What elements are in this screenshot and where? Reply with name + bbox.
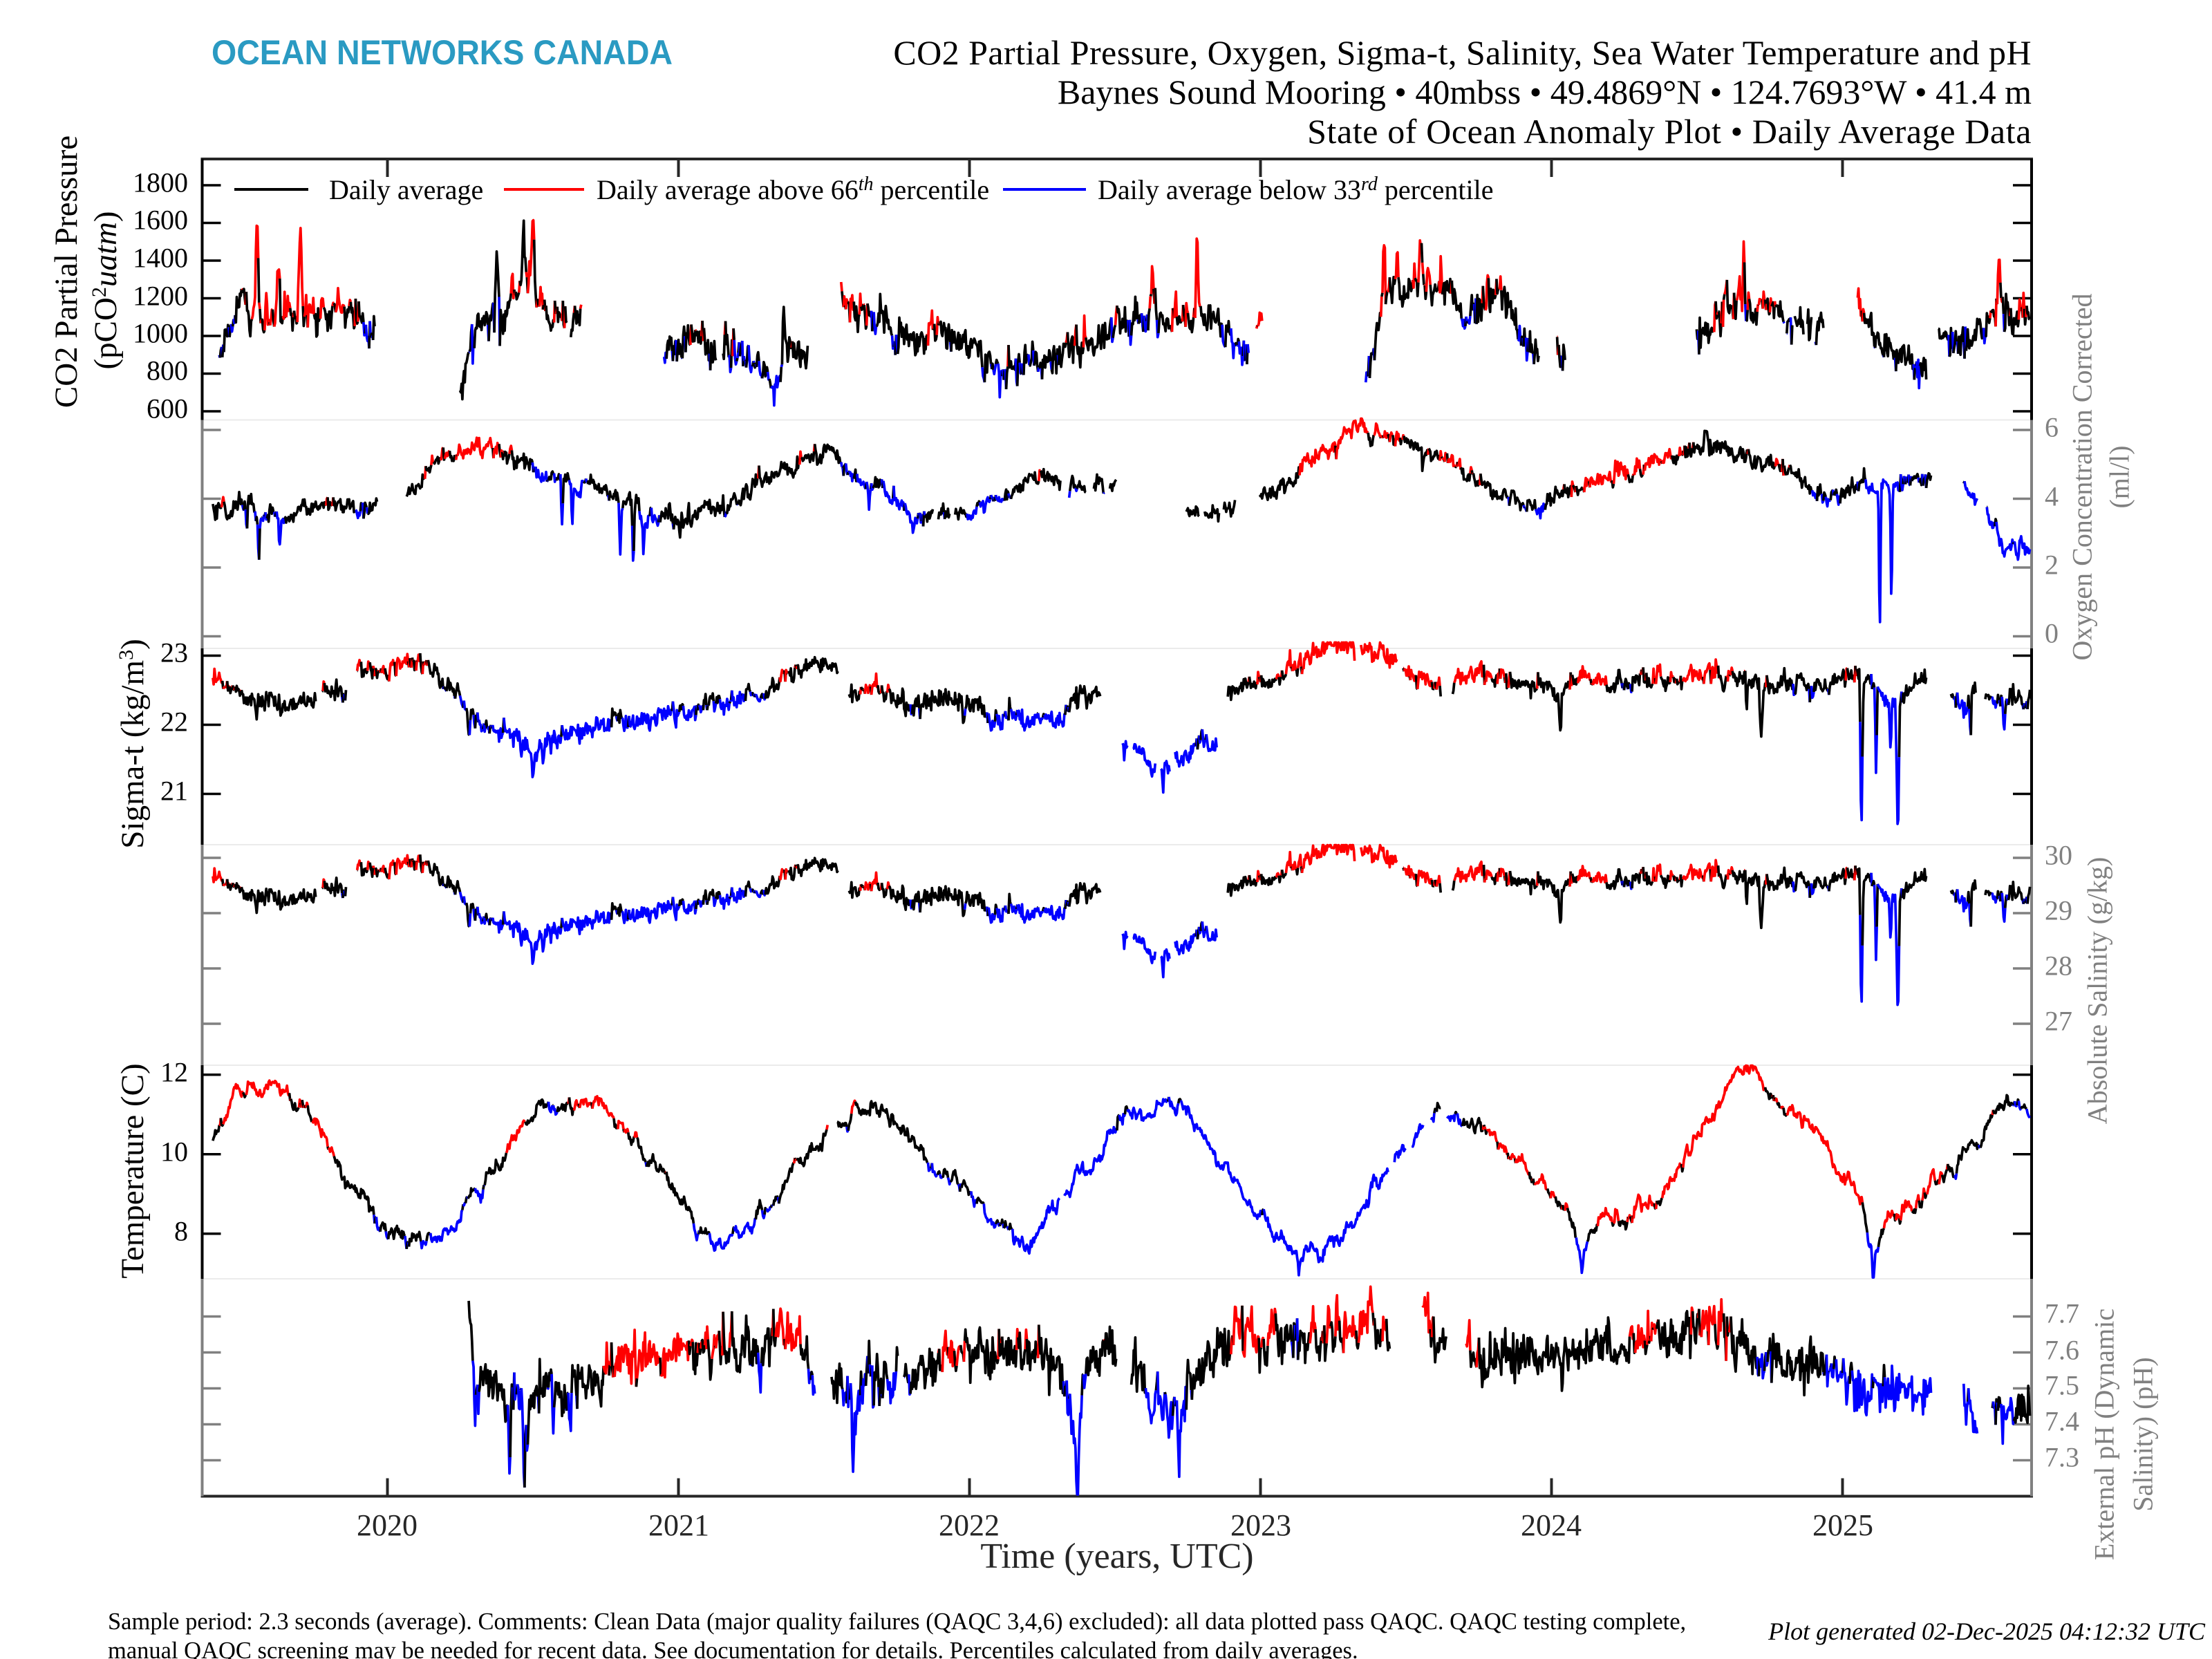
svg-text:0: 0: [2045, 618, 2059, 649]
svg-text:State of Ocean Anomaly Plot •: State of Ocean Anomaly Plot • Daily Aver…: [1307, 112, 2032, 151]
svg-text:10: 10: [160, 1136, 188, 1168]
svg-text:Oxygen Concentration Corrected: Oxygen Concentration Corrected: [2067, 294, 2098, 661]
svg-text:8: 8: [174, 1216, 188, 1247]
svg-text:2021: 2021: [648, 1508, 709, 1542]
svg-text:1600: 1600: [133, 205, 188, 236]
svg-text:Daily average below 33rd perce: Daily average below 33rd percentile: [1098, 174, 1494, 205]
svg-text:Daily average: Daily average: [329, 174, 483, 205]
svg-text:7.4: 7.4: [2045, 1406, 2079, 1437]
svg-text:1200: 1200: [133, 281, 188, 312]
svg-text:12: 12: [160, 1057, 188, 1088]
svg-text:6: 6: [2045, 412, 2059, 443]
svg-text:2020: 2020: [357, 1508, 418, 1542]
svg-text:CO2 Partial Pressure, Oxygen,: CO2 Partial Pressure, Oxygen, Sigma-t, S…: [893, 33, 2032, 72]
svg-text:Time (years, UTC): Time (years, UTC): [980, 1537, 1253, 1576]
svg-text:2: 2: [2045, 550, 2059, 581]
svg-text:2025: 2025: [1812, 1508, 1873, 1542]
svg-text:Plot generated 02-Dec-2025 04:: Plot generated 02-Dec-2025 04:12:32 UTC: [1768, 1618, 2206, 1645]
svg-text:7.5: 7.5: [2045, 1370, 2079, 1401]
svg-text:Salinity) (pH): Salinity) (pH): [2128, 1357, 2159, 1511]
svg-text:4: 4: [2045, 481, 2059, 512]
svg-text:Daily average above 66th perce: Daily average above 66th percentile: [597, 174, 989, 205]
svg-text:1800: 1800: [133, 167, 188, 198]
svg-text:7.3: 7.3: [2045, 1442, 2079, 1473]
svg-text:7.7: 7.7: [2045, 1298, 2079, 1329]
svg-text:22: 22: [160, 706, 188, 738]
svg-text:Absolute Salinity (g/kg): Absolute Salinity (g/kg): [2082, 857, 2113, 1125]
svg-text:28: 28: [2045, 950, 2072, 982]
svg-text:29: 29: [2045, 895, 2072, 926]
svg-text:External pH (Dynamic: External pH (Dynamic: [2089, 1309, 2120, 1560]
svg-text:30: 30: [2045, 840, 2072, 871]
svg-text:2024: 2024: [1521, 1508, 1582, 1542]
svg-text:Temperature (C): Temperature (C): [115, 1063, 151, 1278]
svg-text:1000: 1000: [133, 318, 188, 349]
svg-text:600: 600: [147, 393, 188, 424]
svg-text:Sample period: 2.3 seconds (av: Sample period: 2.3 seconds (average). Co…: [108, 1609, 1686, 1635]
svg-text:27: 27: [2045, 1006, 2072, 1037]
svg-text:800: 800: [147, 355, 188, 386]
svg-text:2023: 2023: [1230, 1508, 1291, 1542]
svg-text:21: 21: [160, 776, 188, 807]
svg-text:Sigma-t (kg/m3): Sigma-t (kg/m3): [115, 639, 151, 849]
svg-text:2022: 2022: [939, 1508, 1000, 1542]
svg-text:Baynes Sound Mooring • 40mbss: Baynes Sound Mooring • 40mbss • 49.4869°…: [1058, 73, 2032, 111]
svg-text:(ml/l): (ml/l): [2104, 445, 2135, 508]
svg-text:1400: 1400: [133, 243, 188, 274]
svg-text:CO2 Partial Pressure: CO2 Partial Pressure: [48, 135, 84, 408]
svg-text:manual QAQC screening may be n: manual QAQC screening may be needed for …: [108, 1638, 1358, 1659]
svg-text:7.6: 7.6: [2045, 1335, 2079, 1366]
svg-text:OCEAN NETWORKS CANADA: OCEAN NETWORKS CANADA: [212, 32, 673, 71]
svg-text:23: 23: [160, 637, 188, 668]
